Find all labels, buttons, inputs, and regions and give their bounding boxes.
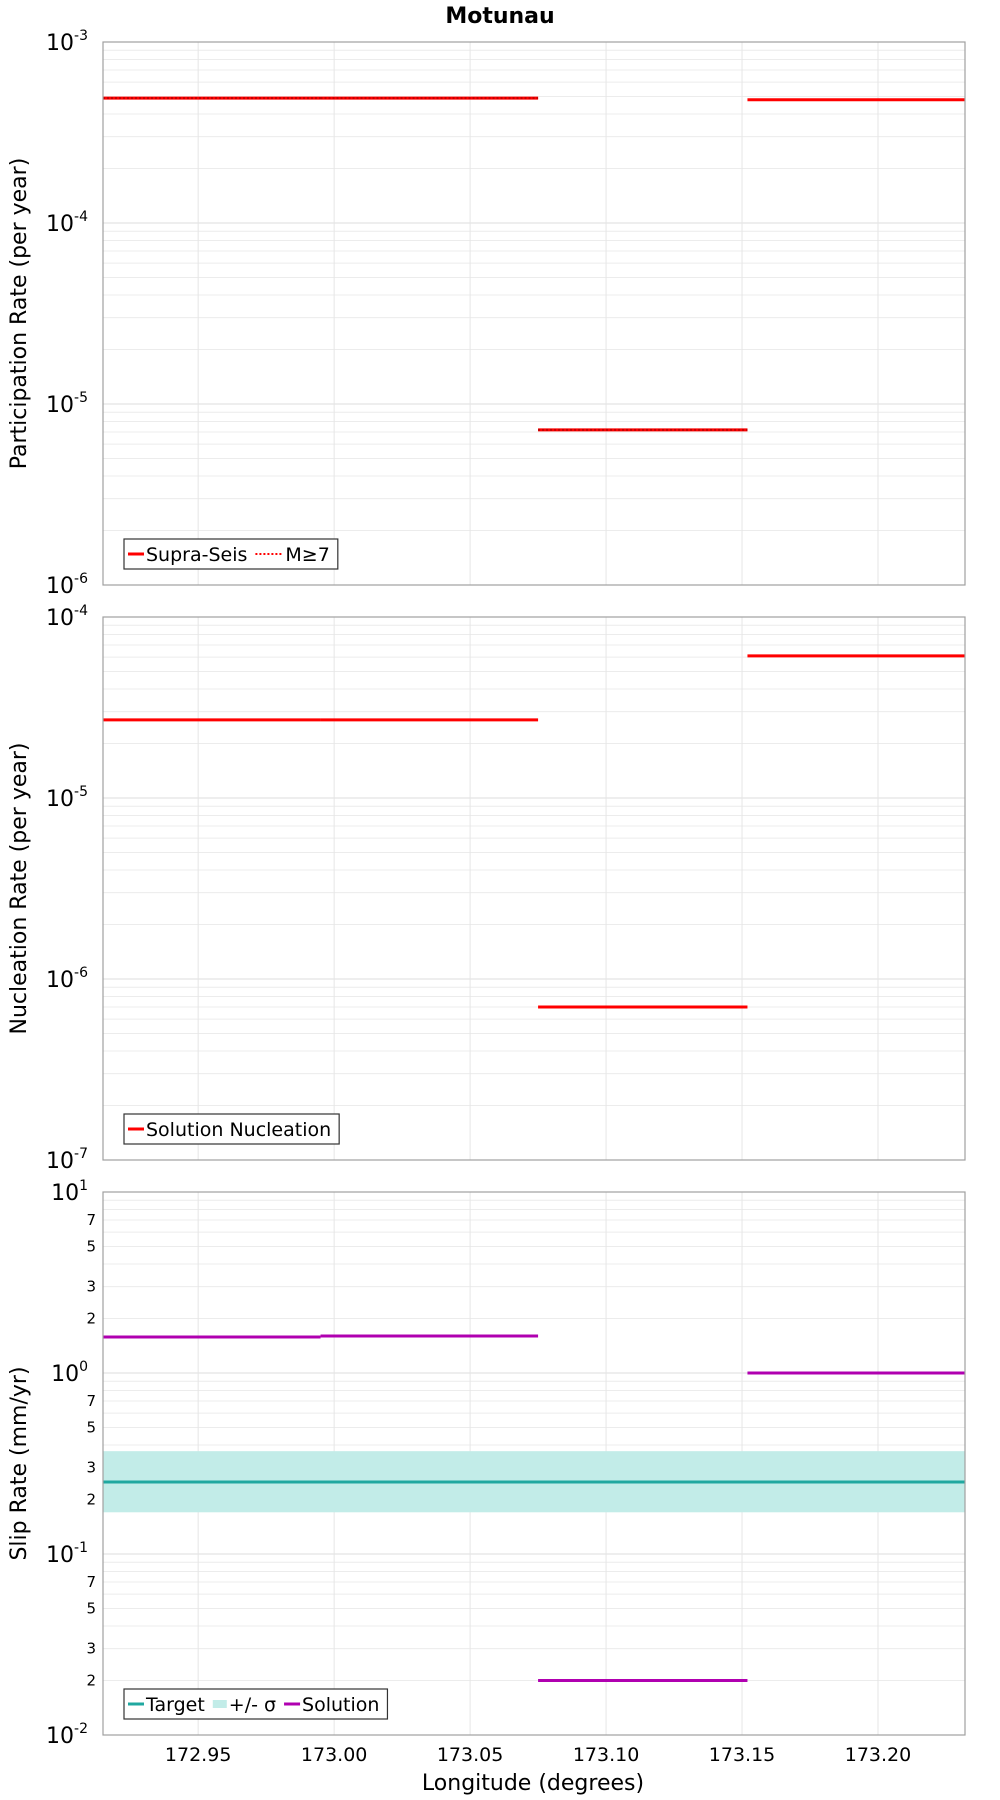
y-minor-tick-label: 5	[86, 1237, 96, 1255]
y-minor-tick-label: 7	[86, 1573, 96, 1591]
y-minor-tick-label: 2	[86, 1310, 96, 1328]
plot-area	[103, 617, 965, 1160]
series-m-7	[103, 97, 748, 431]
plot-frame	[102, 616, 966, 1161]
x-axis: 172.95 173.00 173.05 173.10 173.15 173.20	[165, 1744, 911, 1766]
y-minor-tick-label: 3	[86, 1640, 96, 1658]
plot-frame	[102, 1191, 966, 1736]
plot-frame	[102, 41, 966, 586]
legend-label: Solution	[302, 1694, 379, 1716]
x-tick-label: 173.10	[573, 1744, 639, 1766]
legend: Supra-Seis M≥7	[123, 538, 339, 570]
y-axis-label: Nucleation Rate (per year)	[7, 743, 32, 1035]
x-tick-label: 173.15	[709, 1744, 775, 1766]
y-minor-tick-label: 7	[86, 1211, 96, 1229]
series-solution-nucleation	[103, 654, 965, 1009]
x-tick-label: 173.00	[301, 1744, 367, 1766]
y-tick-label: 100	[51, 1359, 88, 1387]
legend-label: M≥7	[285, 544, 329, 566]
panel-participation: 10-6 10-5 10-4 10-3 Participation Rate (per …	[7, 28, 966, 599]
y-minor-tick-label: 7	[86, 1392, 96, 1410]
y-minor-tick-label: 2	[86, 1491, 96, 1509]
x-tick-label: 173.20	[845, 1744, 911, 1766]
y-tick-label: 10-6	[46, 571, 88, 599]
legend-frame	[123, 1113, 340, 1145]
legend-frame	[123, 1688, 389, 1720]
y-tick-label: 10-5	[46, 390, 88, 418]
chart-title: Motunau	[445, 4, 554, 29]
legend: Target +/- σ Solution	[123, 1688, 389, 1720]
x-axis-label: Longitude (degrees)	[422, 1771, 644, 1796]
y-axis-label: Participation Rate (per year)	[7, 158, 32, 470]
y-tick-label: 10-7	[46, 1146, 88, 1174]
legend-label: +/- σ	[229, 1694, 276, 1716]
y-tick-label: 10-1	[46, 1540, 88, 1568]
panel-nucleation: 10-7 10-6 10-5 10-4 Nucleation Rate (per yea…	[7, 603, 966, 1174]
legend-frame	[123, 538, 339, 570]
x-tick-label: 172.95	[165, 1744, 231, 1766]
y-tick-label: 10-5	[46, 784, 88, 812]
y-axis-label: Slip Rate (mm/yr)	[7, 1366, 32, 1560]
y-tick-label: 10-3	[46, 28, 88, 56]
series-solution	[103, 1334, 965, 1683]
y-tick-label: 10-6	[46, 965, 88, 993]
panel-slip: 10-2 10-1 100 101 2 3 5 7 2 3 5 7 2 3 5 7 Slip Rate (mm/…	[7, 1178, 966, 1749]
y-minor-tick-label: 5	[86, 1599, 96, 1617]
legend-label: Supra-Seis	[146, 544, 247, 566]
y-tick-label: 101	[51, 1178, 88, 1206]
y-minor-tick-label: 3	[86, 1278, 96, 1296]
y-minor-tick-label: 3	[86, 1459, 96, 1477]
legend-swatch	[212, 1700, 227, 1708]
y-minor-tick-label: 2	[86, 1672, 96, 1690]
legend-label: Solution Nucleation	[146, 1119, 331, 1141]
y-tick-label: 10-4	[46, 603, 88, 631]
x-tick-label: 173.05	[437, 1744, 503, 1766]
y-minor-tick-label: 5	[86, 1418, 96, 1436]
y-tick-label: 10-4	[46, 209, 88, 237]
legend: Solution Nucleation	[123, 1113, 340, 1145]
legend-label: Target	[145, 1694, 205, 1716]
y-tick-label: 10-2	[46, 1721, 88, 1749]
plot-area	[103, 42, 965, 585]
chart-panels: 10-6 10-5 10-4 10-3 Participation Rate (per …	[7, 28, 966, 1766]
